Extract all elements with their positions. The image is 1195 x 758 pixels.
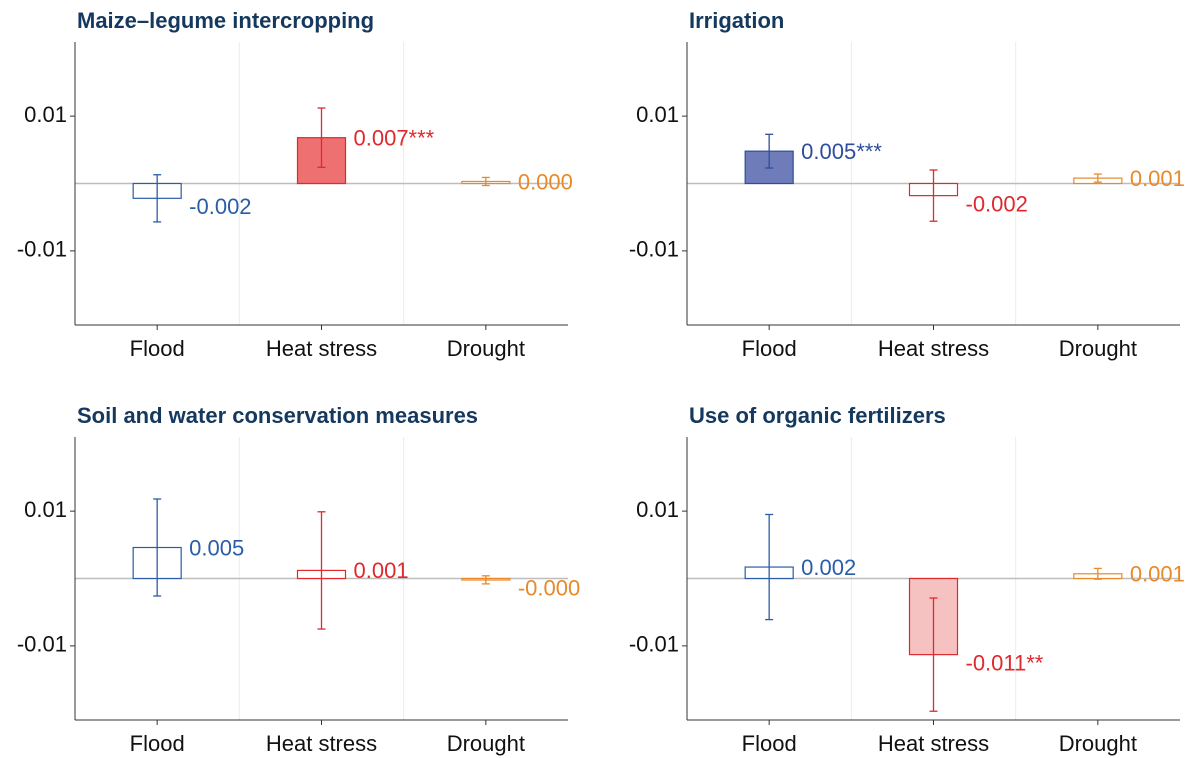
value-label: 0.002	[801, 555, 856, 580]
x-tick-label: Heat stress	[878, 731, 989, 756]
x-tick-label: Drought	[447, 336, 525, 361]
x-tick-label: Flood	[742, 336, 797, 361]
value-label: 0.000	[518, 169, 573, 194]
value-label: 0.005	[189, 535, 244, 560]
x-tick-label: Heat stress	[266, 336, 377, 361]
value-label: 0.001	[1130, 166, 1185, 191]
value-label: 0.001	[354, 558, 409, 583]
value-label: 0.007***	[354, 125, 435, 150]
x-tick-label: Heat stress	[878, 336, 989, 361]
y-tick-label: -0.01	[17, 632, 67, 657]
y-tick-label: -0.01	[17, 237, 67, 262]
panel-title: Use of organic fertilizers	[689, 403, 946, 428]
x-tick-label: Drought	[1059, 731, 1137, 756]
value-label: -0.011**	[966, 650, 1044, 675]
x-tick-label: Flood	[130, 731, 185, 756]
panel-title: Maize–legume intercropping	[77, 8, 374, 33]
panel-title: Soil and water conservation measures	[77, 403, 478, 428]
value-label: -0.002	[189, 194, 251, 219]
value-label: 0.001	[1130, 562, 1185, 587]
x-tick-label: Drought	[447, 731, 525, 756]
x-tick-label: Flood	[742, 731, 797, 756]
value-label: -0.002	[966, 191, 1028, 216]
y-tick-label: 0.01	[24, 102, 67, 127]
x-tick-label: Drought	[1059, 336, 1137, 361]
y-tick-label: -0.01	[629, 237, 679, 262]
y-tick-label: 0.01	[24, 497, 67, 522]
panel-title: Irrigation	[689, 8, 784, 33]
y-tick-label: -0.01	[629, 632, 679, 657]
x-tick-label: Flood	[130, 336, 185, 361]
y-tick-label: 0.01	[636, 497, 679, 522]
y-tick-label: 0.01	[636, 102, 679, 127]
x-tick-label: Heat stress	[266, 731, 377, 756]
value-label: -0.000	[518, 576, 580, 601]
value-label: 0.005***	[801, 139, 882, 164]
